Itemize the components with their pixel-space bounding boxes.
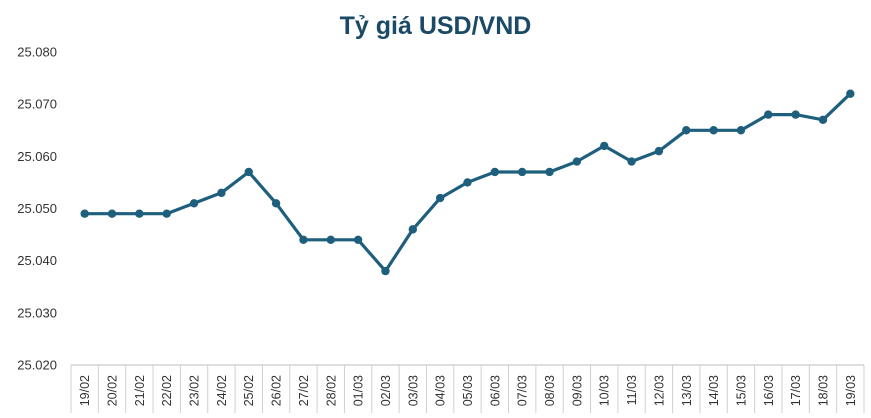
y-tick-label: 25.070 <box>17 97 57 112</box>
data-point <box>846 89 855 98</box>
data-point <box>654 146 664 156</box>
x-tick-label: 13/03 <box>680 375 694 406</box>
data-point <box>545 167 554 177</box>
x-tick-label: 02/03 <box>379 375 393 406</box>
data-point <box>709 126 718 135</box>
data-point <box>107 209 117 218</box>
x-tick-label: 16/03 <box>762 375 776 406</box>
x-tick-label: 19/03 <box>844 375 858 406</box>
y-tick-label: 25.050 <box>17 201 57 216</box>
x-tick-label: 07/03 <box>516 375 530 406</box>
data-point <box>135 209 144 218</box>
series-group <box>80 89 855 276</box>
x-tick-label: 28/02 <box>324 375 338 406</box>
x-tick-label: 12/03 <box>652 375 666 406</box>
x-tick-label: 24/02 <box>215 375 229 406</box>
y-tick-label: 25.080 <box>17 45 57 60</box>
x-tick-label: 10/03 <box>598 375 612 406</box>
x-tick-label: 27/02 <box>297 375 311 406</box>
data-point <box>217 188 226 198</box>
data-point <box>791 110 800 119</box>
x-tick-label: 23/02 <box>188 375 202 406</box>
x-tick-label: 20/02 <box>106 375 120 406</box>
x-tick-label: 04/03 <box>434 375 448 406</box>
data-point <box>189 199 199 208</box>
x-tick-label: 18/03 <box>816 375 830 406</box>
y-tick-label: 25.040 <box>17 253 57 268</box>
data-point <box>572 157 582 166</box>
x-tick-label: 11/03 <box>625 375 639 405</box>
data-point <box>271 199 281 208</box>
data-point <box>435 193 445 203</box>
data-point <box>326 235 335 244</box>
y-tick-label: 25.030 <box>17 305 57 320</box>
x-tick-label: 09/03 <box>570 375 584 406</box>
data-point <box>627 157 636 166</box>
data-point <box>682 126 691 135</box>
x-tick-label: 05/03 <box>461 375 475 406</box>
y-tick-label: 25.060 <box>17 149 57 164</box>
data-point <box>490 167 500 177</box>
x-tick-label: 22/02 <box>160 375 174 406</box>
data-point <box>736 126 746 135</box>
x-tick-label: 21/02 <box>133 375 147 406</box>
data-point <box>463 178 472 187</box>
x-tick-label: 03/03 <box>406 375 420 406</box>
data-point <box>80 209 89 218</box>
chart-title: Tỷ giá USD/VND <box>339 12 532 40</box>
x-tick-label: 15/03 <box>734 375 748 406</box>
data-point <box>381 266 390 276</box>
x-tick-label: 14/03 <box>707 375 721 406</box>
x-tick-label: 17/03 <box>789 375 803 406</box>
data-point <box>353 235 363 244</box>
data-point <box>517 167 527 177</box>
x-tick-label: 08/03 <box>543 375 557 406</box>
x-axis: 19/02 20/02 21/02 22/02 23/02 24/02 25/02 26/02… <box>70 364 865 413</box>
x-tick-label: 25/02 <box>242 375 256 406</box>
x-tick-label: 06/03 <box>488 375 502 406</box>
x-tick-label: 01/03 <box>352 375 366 406</box>
data-point <box>408 225 418 234</box>
y-axis: 25.020 25.030 25.040 25.050 25.060 25.070 25.0… <box>17 45 57 373</box>
data-point <box>818 115 828 125</box>
data-point <box>764 110 773 119</box>
data-point <box>244 167 253 177</box>
data-point <box>162 209 171 218</box>
data-point <box>299 235 308 244</box>
x-tick-label: 26/02 <box>270 375 284 406</box>
data-point <box>600 141 609 151</box>
x-tick-label: 19/02 <box>78 375 92 406</box>
y-tick-label: 25.020 <box>17 358 57 373</box>
